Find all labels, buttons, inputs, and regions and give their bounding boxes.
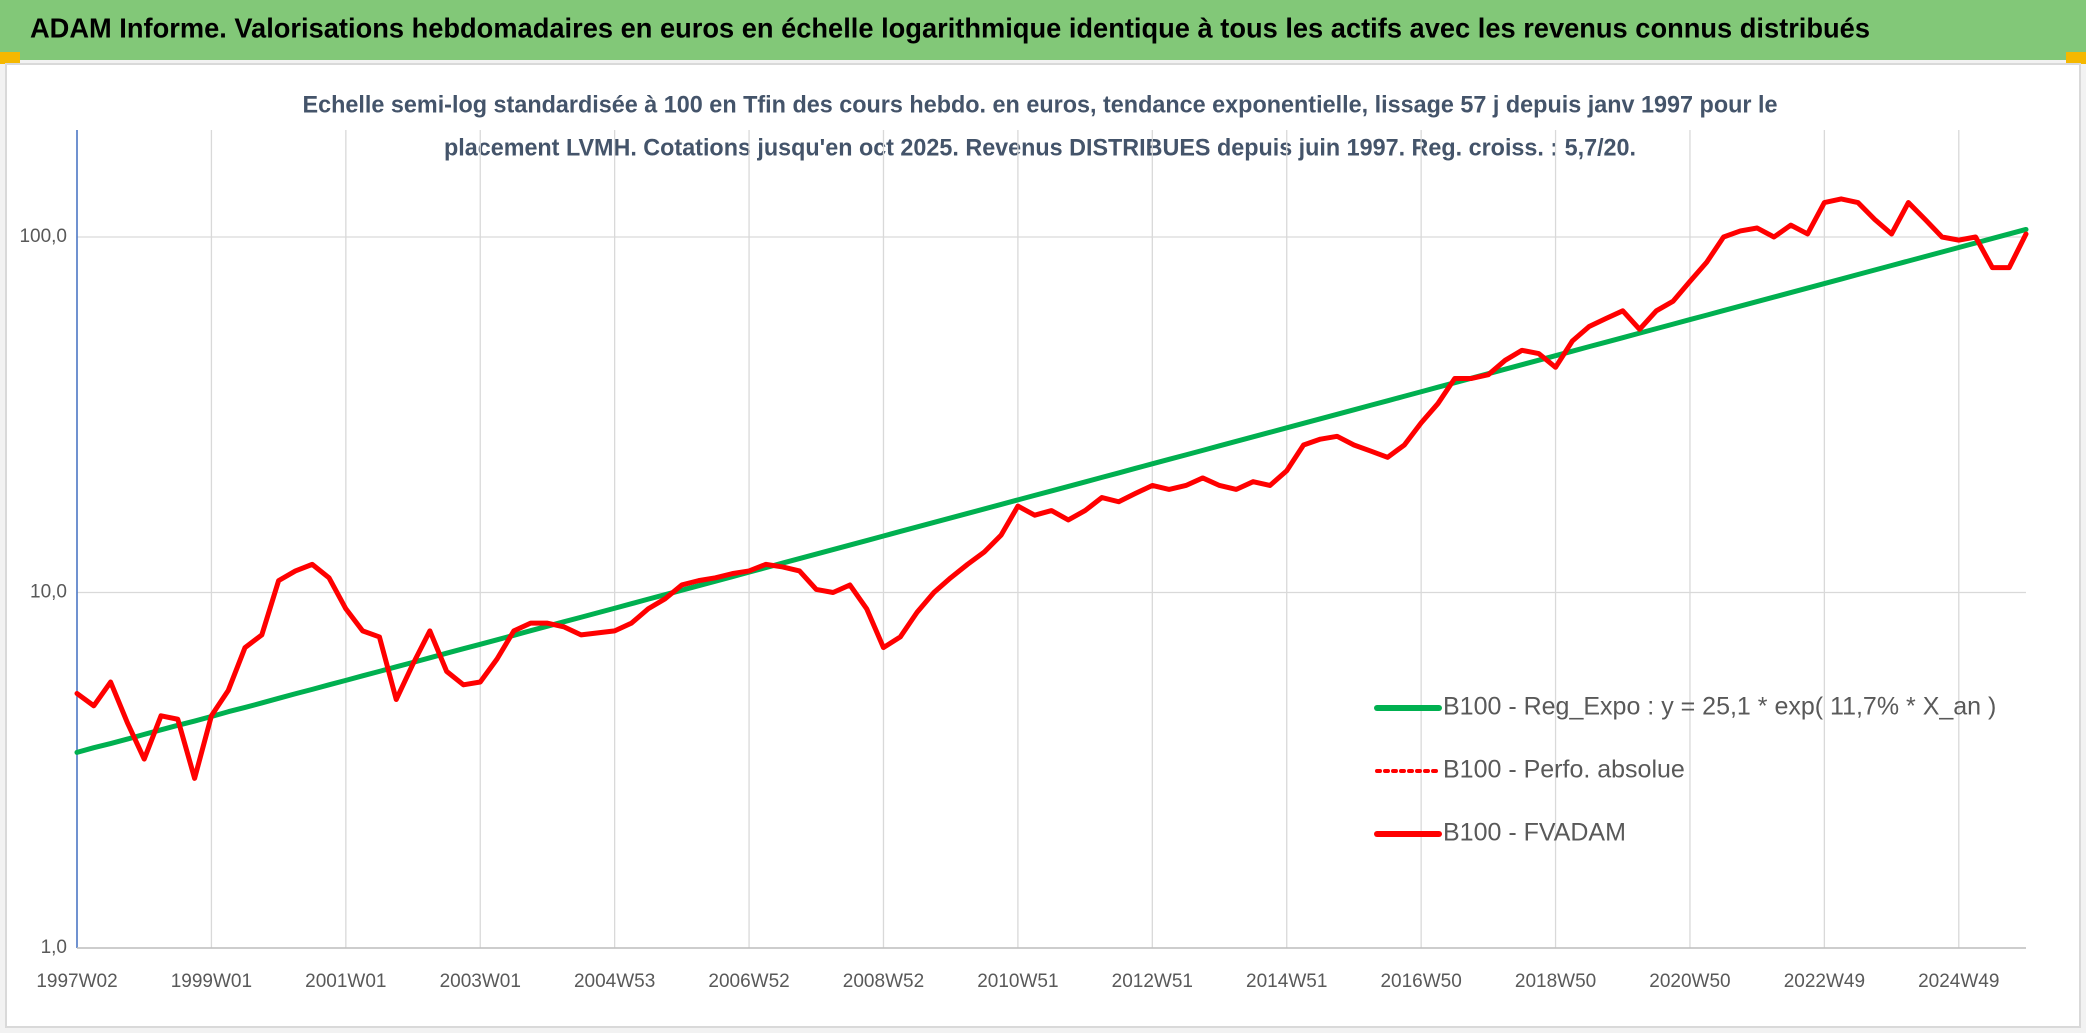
corner-right: [2066, 52, 2086, 64]
chart-title: ADAM Informe. Valorisations hebdomadaire…: [30, 12, 1870, 43]
legend-label: B100 - FVADAM: [1443, 819, 1626, 847]
x-tick-label: 1999W01: [171, 971, 252, 992]
y-tick-label: 100,0: [19, 226, 67, 247]
x-tick-label: 2012W51: [1112, 971, 1193, 992]
x-tick-label: 2003W01: [440, 971, 521, 992]
x-tick-label: 2024W49: [1918, 971, 1999, 992]
x-tick-label: 2018W50: [1515, 971, 1596, 992]
header-bar: [0, 0, 2086, 60]
legend-label: B100 - Reg_Expo : y = 25,1 * exp( 11,7% …: [1443, 693, 1996, 721]
x-tick-label: 2022W49: [1784, 971, 1865, 992]
x-tick-label: 2006W52: [708, 971, 789, 992]
legend-label: B100 - Perfo. absolue: [1443, 756, 1685, 784]
chart-subtitle: placement LVMH. Cotations jusqu'en oct 2…: [444, 134, 1636, 161]
x-tick-label: 2020W50: [1649, 971, 1730, 992]
chart-panel: [5, 63, 2081, 1028]
x-tick-label: 2001W01: [305, 971, 386, 992]
x-tick-label: 2010W51: [977, 971, 1058, 992]
x-tick-label: 2014W51: [1246, 971, 1327, 992]
corner-left: [0, 52, 20, 64]
series-line: [74, 226, 2029, 755]
x-tick-label: 2016W50: [1380, 971, 1461, 992]
y-tick-label: 10,0: [30, 582, 67, 603]
x-tick-label: 2004W53: [574, 971, 655, 992]
series-line: [74, 196, 2029, 781]
chart-subtitle: Echelle semi-log standardisée à 100 en T…: [303, 91, 1778, 118]
x-tick-label: 1997W02: [36, 971, 117, 992]
x-tick-label: 2008W52: [843, 971, 924, 992]
y-tick-label: 1,0: [41, 937, 67, 958]
